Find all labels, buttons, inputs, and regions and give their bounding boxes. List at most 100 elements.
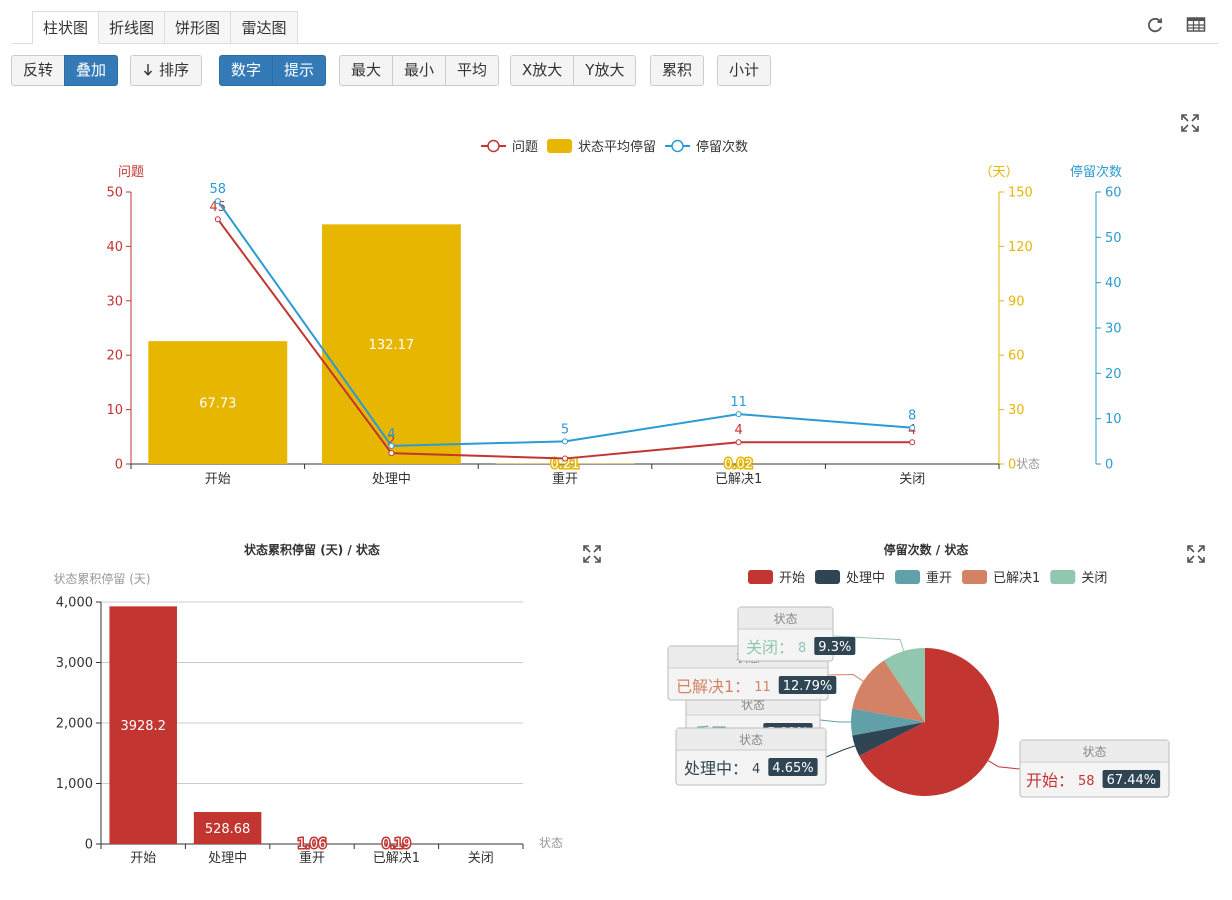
legend-item[interactable]: 状态平均停留	[547, 139, 656, 155]
legend-label: 关闭	[1081, 571, 1107, 586]
pie-slice[interactable]	[852, 722, 925, 756]
issue-point[interactable]	[562, 455, 568, 462]
x-axis-tick-label: 重开	[299, 850, 325, 866]
pie-slice[interactable]	[884, 648, 925, 722]
tooltip-button[interactable]: 提示	[272, 55, 327, 86]
stay-count-data-label: 4	[387, 427, 395, 442]
stay-count-point[interactable]	[562, 438, 568, 445]
stay-count-data-label: 8	[908, 409, 916, 424]
x-zoom-button[interactable]: X放大	[510, 55, 575, 86]
legend-item[interactable]: 停留次数	[665, 139, 748, 155]
legend-marker	[671, 139, 684, 153]
bar-data-label: 0.19	[382, 837, 411, 852]
right-axis-2-tick-label: 20	[1105, 367, 1122, 382]
bar[interactable]	[193, 812, 262, 844]
stay-count-point[interactable]	[909, 424, 916, 431]
legend-item[interactable]: 问题	[481, 139, 538, 155]
expand-icon[interactable]	[1186, 544, 1206, 564]
legend-item[interactable]: 关闭	[1050, 570, 1107, 586]
stack-button[interactable]: 叠加	[64, 55, 119, 86]
tab-bar-chart[interactable]: 柱状图	[32, 11, 99, 44]
right-axis-2-tick-label: 60	[1105, 186, 1122, 201]
legend-item[interactable]: 处理中	[815, 570, 885, 586]
stay-count-point[interactable]	[735, 411, 742, 418]
pie-label-name: 关闭：	[746, 638, 794, 657]
right-axis-2-tick-label: 50	[1105, 231, 1122, 246]
tab-pie-chart[interactable]: 饼形图	[164, 11, 231, 43]
right-axis-2-tick-label: 40	[1105, 276, 1122, 291]
legend-label: 问题	[512, 140, 538, 155]
pie-slice[interactable]	[851, 708, 925, 736]
reverse-button[interactable]: 反转	[11, 55, 66, 86]
stay-count-point[interactable]	[388, 442, 395, 449]
subtotal-group: 小计	[717, 55, 772, 86]
chart-title: 状态累积停留 (天) / 状态	[244, 542, 380, 557]
issue-point[interactable]	[909, 439, 916, 446]
legend-item[interactable]: 已解决1	[962, 570, 1040, 586]
sort-group: 排序	[130, 55, 203, 86]
bar-data-label: 132.17	[369, 338, 415, 353]
x-axis-name: 状态	[1016, 457, 1040, 471]
pie-slice[interactable]	[852, 660, 925, 722]
legend-swatch	[748, 570, 773, 584]
x-axis-tick-label: 关闭	[468, 851, 494, 866]
y-axis-tick-label: 0	[85, 838, 93, 853]
legend-item[interactable]: 开始	[748, 570, 805, 586]
left-axis-tick-label: 50	[106, 186, 123, 201]
x-axis-name: 状态	[539, 836, 563, 850]
chart-title: 停留次数 / 状态	[884, 542, 969, 557]
max-button[interactable]: 最大	[339, 55, 394, 86]
x-axis-tick-label: 开始	[130, 851, 156, 866]
pie-label-value: 11	[754, 680, 771, 695]
bar[interactable]	[109, 606, 177, 844]
bar-data-label: 1.06	[298, 837, 327, 852]
sort-button[interactable]: 排序	[130, 55, 203, 86]
y-axis-name: 状态累积停留 (天)	[53, 571, 150, 586]
right-axis-tick-label: 60	[1008, 349, 1025, 364]
bar[interactable]	[148, 341, 288, 464]
refresh-icon[interactable]	[1145, 15, 1165, 35]
left-axis-tick-label: 0	[115, 458, 123, 473]
cumulative-button[interactable]: 累积	[650, 55, 705, 86]
right-axis-2-tick-label: 30	[1105, 322, 1122, 337]
pie-label-value: 58	[1078, 774, 1095, 789]
stay-count-point[interactable]	[214, 198, 221, 205]
y-zoom-button[interactable]: Y放大	[573, 55, 637, 86]
avg-button[interactable]: 平均	[445, 55, 500, 86]
number-button[interactable]: 数字	[219, 55, 274, 86]
expand-icon[interactable]	[1180, 113, 1200, 133]
pie-label-percent: 4.65%	[772, 761, 813, 776]
issue-data-label: 4	[734, 423, 742, 438]
right-axis-tick-label: 120	[1008, 240, 1033, 255]
issue-point[interactable]	[388, 450, 395, 457]
pie-label-name: 已解决1：	[676, 677, 750, 696]
issue-point[interactable]	[735, 439, 742, 446]
sort-label: 排序	[159, 61, 190, 79]
stay-count-data-label: 11	[730, 395, 747, 410]
subtotal-button[interactable]: 小计	[717, 55, 772, 86]
x-axis-tick-label: 已解决1	[373, 851, 420, 866]
x-axis-tick-label: 开始	[205, 472, 231, 487]
bar[interactable]	[321, 224, 461, 464]
table-icon[interactable]	[1186, 15, 1206, 35]
label-group: 数字 提示	[219, 55, 327, 86]
pie-label-header	[738, 607, 833, 629]
left-axis-tick-label: 30	[106, 294, 123, 309]
pie-label-value: 4	[752, 762, 760, 777]
tab-line-chart[interactable]: 折线图	[98, 11, 165, 43]
tab-radar-chart[interactable]: 雷达图	[230, 11, 298, 43]
y-axis-tick-label: 2,000	[56, 717, 93, 732]
x-axis-tick-label: 已解决1	[715, 472, 762, 487]
expand-icon[interactable]	[582, 544, 602, 564]
pie-label-header	[1020, 740, 1169, 762]
x-axis-tick-label: 关闭	[899, 472, 925, 487]
legend-item[interactable]: 重开	[895, 570, 952, 586]
y-axis-tick-label: 4,000	[56, 596, 93, 611]
min-button[interactable]: 最小	[392, 55, 447, 86]
pie-label-percent-background	[778, 676, 837, 694]
issue-point[interactable]	[214, 216, 221, 223]
left-axis-tick-label: 10	[106, 403, 123, 418]
legend: 问题 状态平均停留 停留次数	[481, 139, 748, 155]
pie-slice[interactable]	[859, 648, 999, 796]
